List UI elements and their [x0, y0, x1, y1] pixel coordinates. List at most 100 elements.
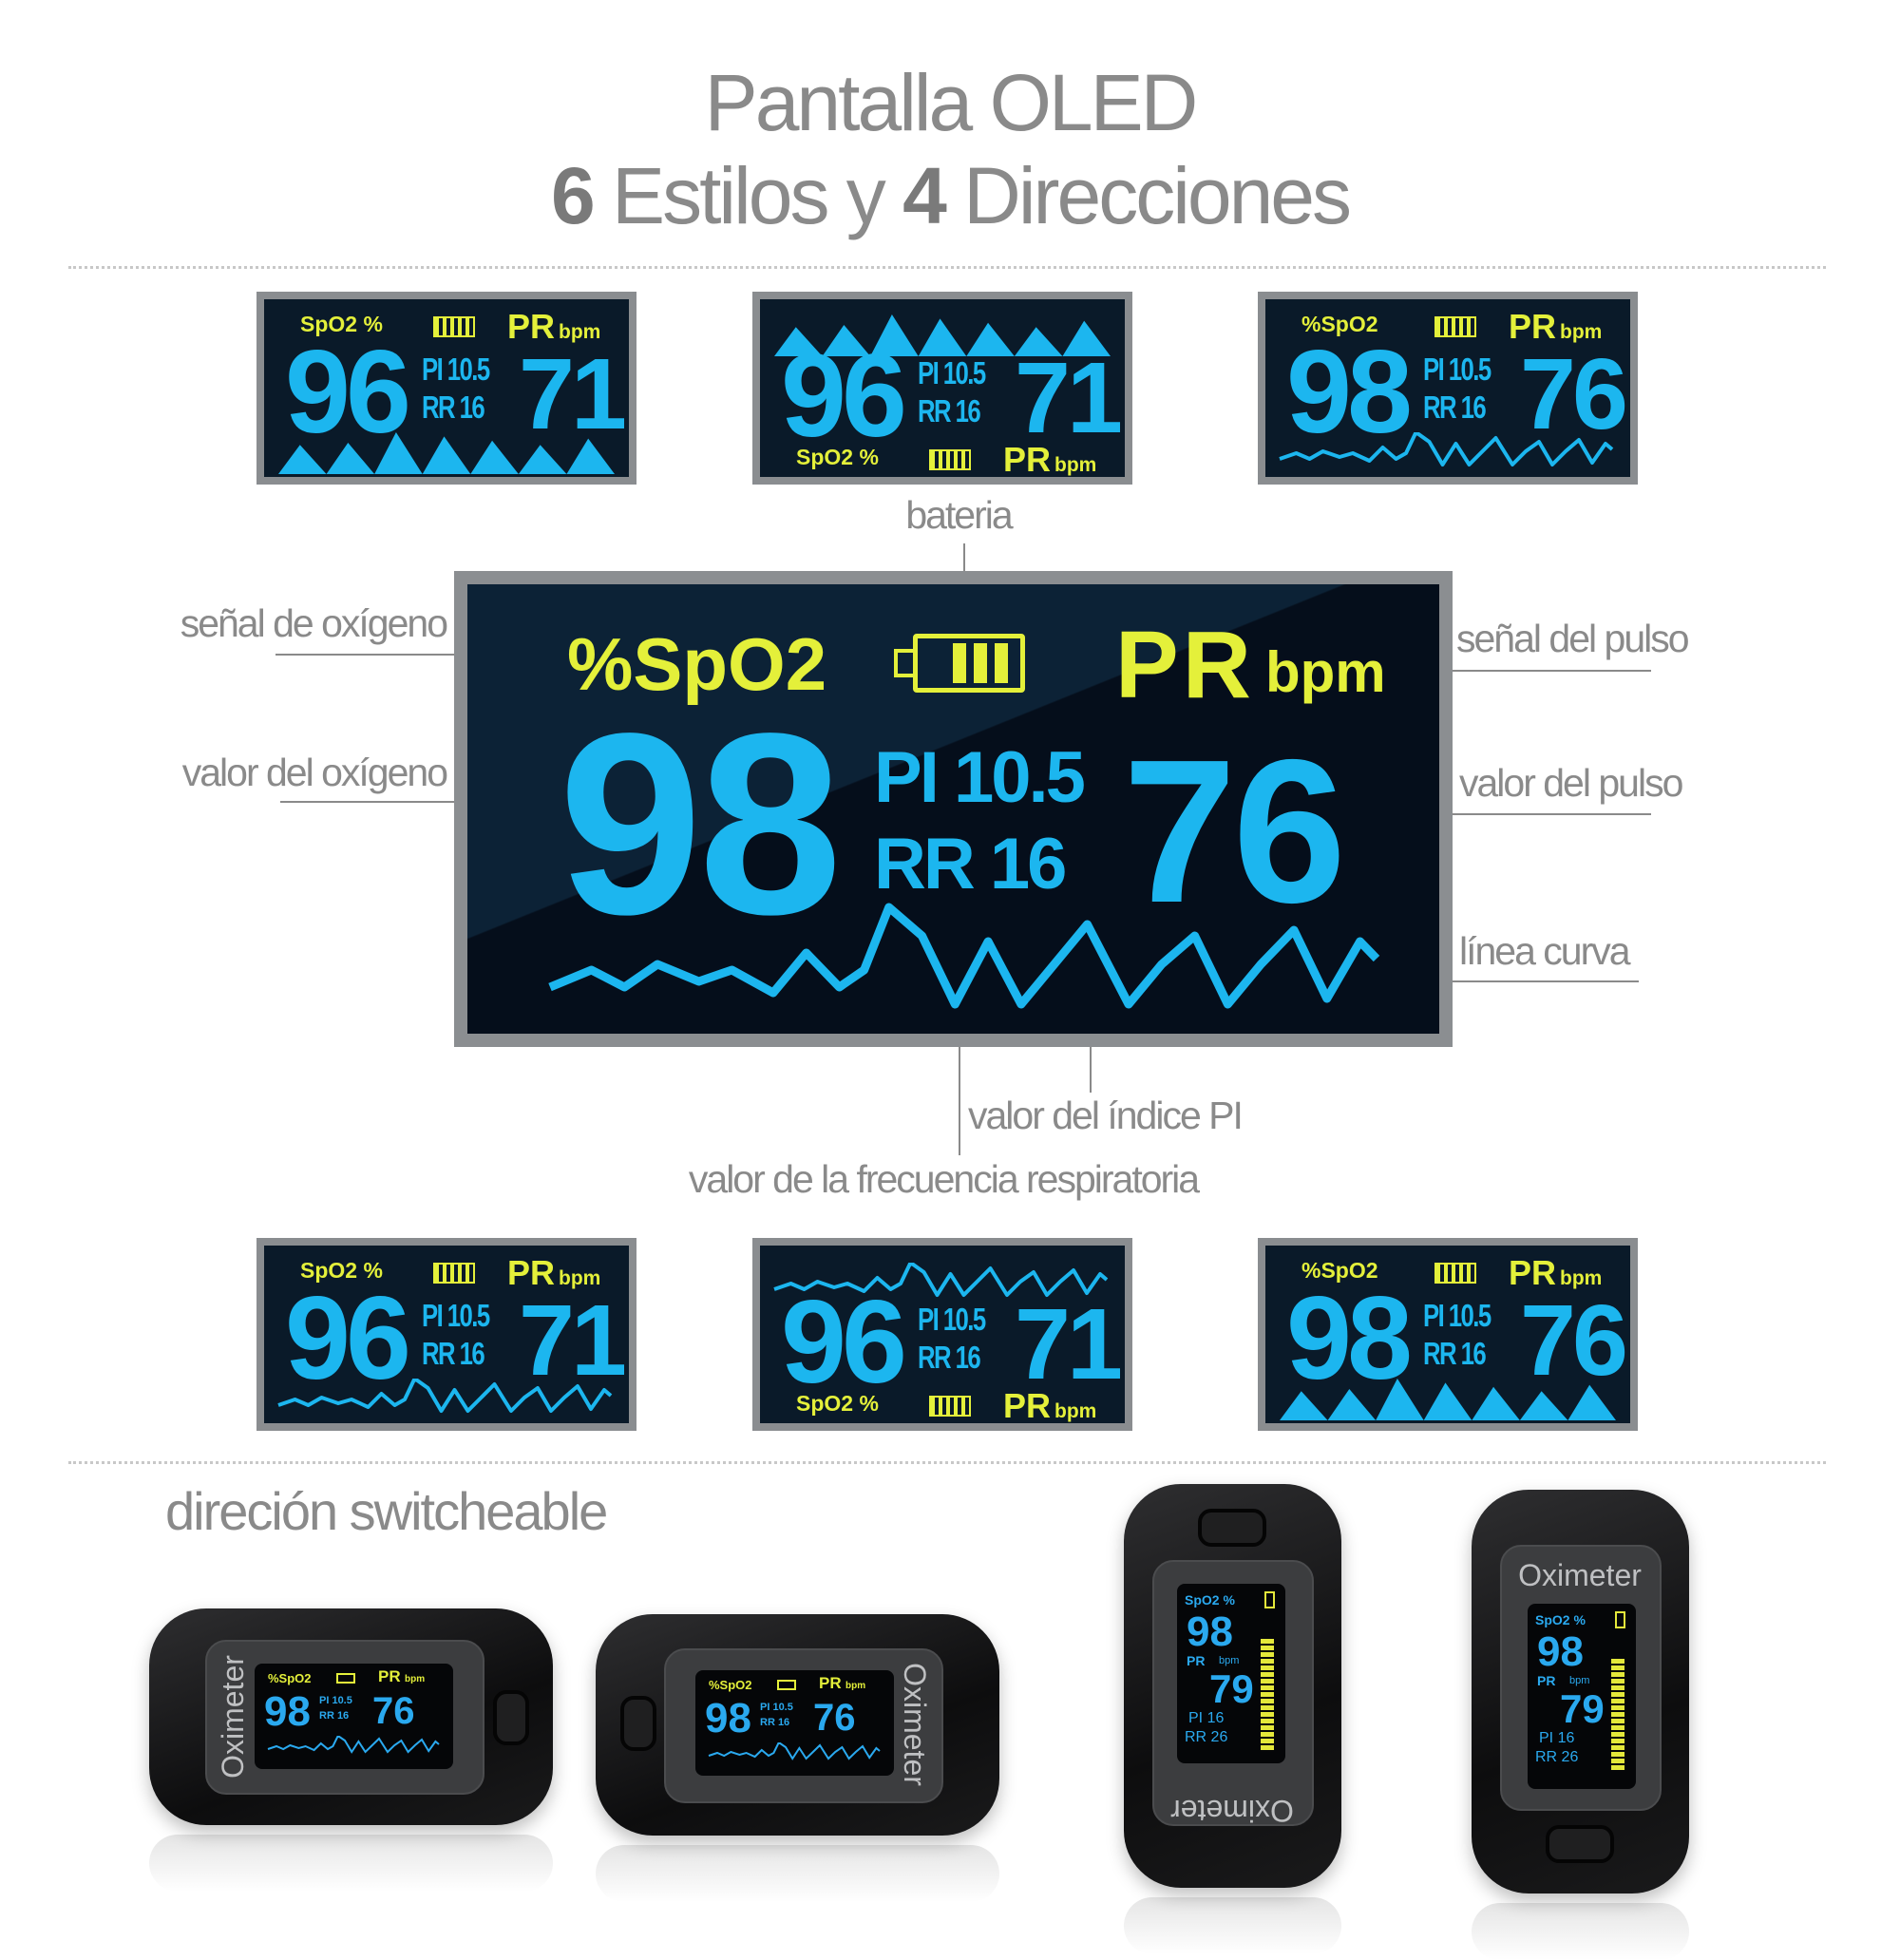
pi-label: PI [1423, 352, 1445, 387]
pi-label: PI [422, 1298, 444, 1333]
battery-icon [433, 1263, 475, 1284]
spo2-label: %SpO2 [268, 1671, 312, 1685]
battery-icon [929, 1396, 971, 1417]
oled-style-screen: %SpO2 PR bpm 98 PI 10.5 RR 16 76 [1258, 292, 1638, 485]
pi-label: PI [918, 355, 940, 390]
spo2-label: SpO2 % [796, 1391, 879, 1416]
pr-value: 76 [1520, 338, 1628, 450]
spo2-label: SpO2 % [1535, 1612, 1586, 1627]
pr-label: PR [507, 307, 556, 346]
pr-value: 71 [519, 338, 627, 450]
pulse-oximeter-device: SpO2 % 98 PR bpm 79 PI 16 RR 26 Oximeter [1124, 1484, 1341, 1888]
label-oxygen-value: valor del oxígeno [181, 751, 448, 794]
pr-label: PR [1509, 1253, 1557, 1292]
label-pulse-value: valor del pulso [1459, 761, 1683, 805]
rr-value: RR 26 [1535, 1749, 1579, 1765]
label-pi-index: valor del índice PI [968, 1094, 1244, 1137]
device-reflection [1472, 1903, 1689, 1960]
pr-label: PR [1537, 1673, 1556, 1688]
pi-value: 10.5 [942, 355, 986, 390]
battery-icon [1264, 1591, 1275, 1608]
device-oled-screen: %SpO2 PR bpm 98 PI 10.5 RR 16 76 [695, 1670, 894, 1776]
styles-text: Estilos y [592, 151, 903, 240]
bpm-label: bpm [1569, 1675, 1590, 1686]
pr-value: 76 [1520, 1284, 1628, 1397]
device-oled-screen: SpO2 % 98 PR bpm 79 PI 16 RR 26 [1528, 1604, 1636, 1789]
brand-label: Oximeter [898, 1663, 932, 1786]
bpm-label: bpm [559, 321, 601, 343]
pr-label: PR [1115, 612, 1255, 718]
title-line-2: 6 Estilos y 4 Direcciones [0, 156, 1900, 236]
pi-readout: PI 10.5 [1423, 353, 1492, 385]
rr-readout: RR 16 [1423, 391, 1487, 423]
battery-icon [1615, 1611, 1625, 1628]
oled-style-screen: SpO2 % PR bpm 96 PI 10.5 RR 16 71 [752, 1238, 1132, 1431]
rr-value: 16 [459, 1336, 485, 1371]
battery-icon [433, 316, 475, 337]
pi-label: PI [422, 352, 444, 387]
pr-value: 79 [1209, 1666, 1254, 1711]
power-button[interactable] [1198, 1509, 1266, 1547]
pleth-curve [1279, 432, 1614, 466]
directions-count: 4 [902, 151, 947, 240]
pi-value: 10.5 [446, 1298, 490, 1333]
bpm-label: bpm [1054, 1400, 1097, 1422]
pr-value: 76 [813, 1697, 856, 1739]
pi-value: 10.5 [942, 1302, 986, 1337]
pi-readout: PI 10.5 [918, 1303, 986, 1335]
battery-icon [777, 1680, 796, 1690]
pleth-curve [277, 1379, 613, 1413]
pi-value: PI 16 [1539, 1730, 1575, 1746]
label-battery: bateria [905, 493, 1013, 537]
power-button[interactable] [620, 1696, 656, 1751]
spo2-value: 98 [264, 1688, 311, 1735]
pulse-oximeter-device: SpO2 % 98 PR bpm 79 PI 16 RR 26 Oximeter [1472, 1490, 1689, 1893]
bpm-label: bpm [1265, 640, 1386, 704]
pi-value: PI 10.5 [319, 1695, 352, 1706]
pr-label: PR [378, 1667, 401, 1685]
bpm-label: bpm [846, 1681, 866, 1691]
spo2-value: 98 [559, 679, 843, 968]
oled-style-screen: SpO2 % PR bpm 96 PI 10.5 RR 16 71 [752, 292, 1132, 485]
directions-text: Direcciones [943, 151, 1352, 240]
spo2-value: 98 [1537, 1628, 1584, 1675]
rr-value: RR 16 [760, 1717, 790, 1728]
pi-value: PI 10.5 [760, 1702, 793, 1713]
rr-value: 16 [1460, 390, 1487, 425]
device-reflection [1124, 1897, 1341, 1954]
spo2-value: 96 [285, 327, 411, 458]
pulse-oximeter-device: %SpO2 PR bpm 98 PI 10.5 RR 16 76 Oximete… [149, 1608, 553, 1825]
spo2-value: 96 [285, 1273, 411, 1404]
spo2-value: 98 [1187, 1608, 1233, 1655]
label-pulse-signal: señal del pulso [1456, 617, 1690, 660]
pi-label: PI [918, 1302, 940, 1337]
pr-value: 79 [1560, 1686, 1605, 1731]
divider-bottom [68, 1461, 1826, 1464]
power-button[interactable] [1546, 1825, 1614, 1863]
pr-value: 76 [1123, 716, 1346, 945]
bpm-label: bpm [405, 1674, 426, 1684]
pleth-curve [708, 1742, 881, 1760]
pi-readout: PI 10.5 [918, 357, 986, 389]
pi-label: PI [874, 737, 940, 818]
pr-label: PR [1187, 1653, 1206, 1668]
power-button[interactable] [493, 1690, 529, 1745]
bpm-label: bpm [1219, 1655, 1240, 1666]
brand-label: Oximeter [1518, 1558, 1642, 1592]
spo2-label: %SpO2 [709, 1678, 752, 1692]
pi-value: PI 16 [1188, 1710, 1225, 1726]
switch-section-title: direción switcheable [165, 1481, 608, 1541]
pr-label: PR [507, 1253, 556, 1292]
battery-full-icon [894, 634, 1027, 695]
rr-value: 16 [1460, 1336, 1487, 1371]
pr-value: 71 [1015, 1288, 1123, 1400]
pi-value: 10.5 [446, 352, 490, 387]
bpm-label: bpm [1560, 1267, 1603, 1289]
bpm-label: bpm [1560, 321, 1603, 343]
bpm-label: bpm [559, 1267, 601, 1289]
brand-label: Oximeter [1170, 1794, 1294, 1828]
label-curve-line: línea curva [1459, 929, 1631, 973]
spo2-label: SpO2 % [300, 1258, 383, 1283]
device-oled-screen: %SpO2 PR bpm 98 PI 10.5 RR 16 76 [255, 1664, 453, 1769]
battery-icon [929, 449, 971, 470]
